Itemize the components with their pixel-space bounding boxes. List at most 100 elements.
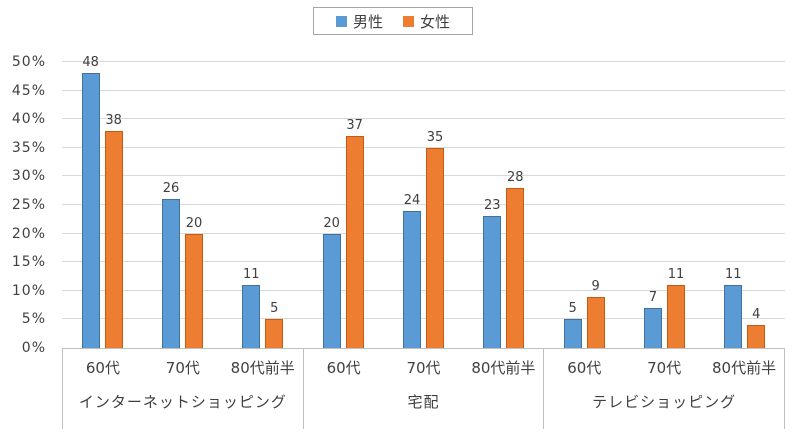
bar-value-label: 35 [426,129,444,145]
bar-column: 37 [345,118,364,348]
category-label: 60代 [567,358,602,377]
gridline [62,61,785,62]
y-tick-label: 25% [11,197,46,213]
bar-group: 48 38 26 20 11 5 [62,55,303,348]
bar-pair: 20 37 [303,62,383,348]
bar-column: 38 [104,112,123,348]
y-tick-label: 35% [11,139,46,156]
bar-value-label: 7 [648,289,658,305]
category-label: 60代 [326,358,361,377]
male-series-swatch-icon [335,15,347,27]
bar [586,296,605,348]
gridline [62,118,785,120]
y-tick-label: 20% [11,225,46,242]
x-axis: 60代 70代 80代前半 インターネットショッピング 60代 70代 80代前半 宅配 60代… [62,348,786,429]
category-label: 60代 [85,358,120,377]
bar [643,307,662,348]
legend: 男性 女性 [313,7,473,35]
bar-value-label: 26 [162,181,180,197]
category-label: 70代 [406,358,441,377]
bar [242,285,261,348]
bar-column: 26 [161,181,180,348]
bar-pair: 11 5 [223,62,303,348]
bar [265,319,284,348]
bar [425,147,444,348]
bar-column: 9 [586,279,605,348]
bar [161,199,180,348]
legend-item-male: 男性 [335,11,383,32]
gridline [62,261,785,263]
bar [563,319,582,348]
bar [345,136,364,348]
gridline [62,89,785,91]
y-tick-label: 10% [11,282,46,299]
bar-column: 28 [506,170,525,348]
bar-column: 24 [402,193,421,348]
y-tick-label: 15% [11,254,46,271]
bar-value-label: 38 [105,112,122,128]
bar-value-label: 23 [484,198,501,214]
y-tick-label: 40% [11,111,46,128]
bar-group: 5 9 7 11 11 4 [544,62,785,348]
y-tick-label: 45% [11,82,46,99]
bar [483,216,502,348]
female-series-swatch-icon [403,15,414,27]
bar [666,285,685,348]
bar-value-label: 20 [185,215,203,231]
y-tick-label: 50% [11,54,46,70]
bar [184,233,203,348]
y-tick-label: 30% [11,168,46,185]
bar-column: 5 [265,301,284,348]
y-tick-label: 0% [21,340,46,356]
gridline [62,318,785,320]
bar [506,187,525,348]
plot-area: 48 38 26 20 11 5 20 37 24 35 23 28 5 9 7 11 11 4 [62,55,785,348]
gridline [62,289,785,291]
gridline [62,232,785,234]
bar-pair: 48 38 [62,55,142,348]
category-label: 80代前半 [712,358,777,377]
category-row: 60代 70代 80代前半 [304,349,544,385]
x-axis-group: 60代 70代 80代前半テレビショッピング [543,349,786,429]
bar-column: 20 [322,215,341,348]
legend-item-female: 女性 [403,11,450,32]
group-label: インターネットショッピング [78,393,287,411]
bar [81,73,100,348]
gridline [62,204,785,205]
category-label: 80代前半 [471,358,536,377]
bar [402,210,421,348]
y-tick-label: 5% [21,311,46,328]
category-row: 60代 70代 80代前半 [63,349,303,385]
category-label: 70代 [647,358,682,377]
category-label: 70代 [165,358,200,377]
bar-pair: 24 35 [383,62,463,348]
bar-value-label: 37 [346,118,363,134]
bar-column: 11 [724,267,743,348]
bar [322,233,341,348]
bar-group: 20 37 24 35 23 28 [303,62,544,348]
bar-value-label: 5 [568,301,577,317]
bar [747,325,766,348]
bar-column: 11 [666,267,685,348]
bar-value-label: 11 [243,267,260,283]
bar-pair: 7 11 [624,62,704,348]
bars-layer: 48 38 26 20 11 5 20 37 24 35 23 28 5 9 7 11 11 4 [62,55,785,348]
legend-label-male: 男性 [352,12,383,31]
bar-value-label: 11 [667,267,685,283]
bar-pair: 11 4 [705,62,785,348]
gridline [62,175,785,177]
group-label: テレビショッピング [592,393,737,411]
bar-value-label: 5 [270,301,279,317]
bar-column: 48 [81,55,100,348]
bar-pair: 23 28 [464,62,544,348]
bar [724,285,743,348]
bar-column: 20 [184,215,203,348]
bar-pair: 26 20 [142,62,222,348]
bar-value-label: 48 [82,55,99,71]
bar-column: 35 [425,129,444,348]
x-axis-group: 60代 70代 80代前半 インターネットショッピング [62,349,303,429]
bar-column: 23 [483,198,502,348]
bar-value-label: 20 [323,215,340,231]
